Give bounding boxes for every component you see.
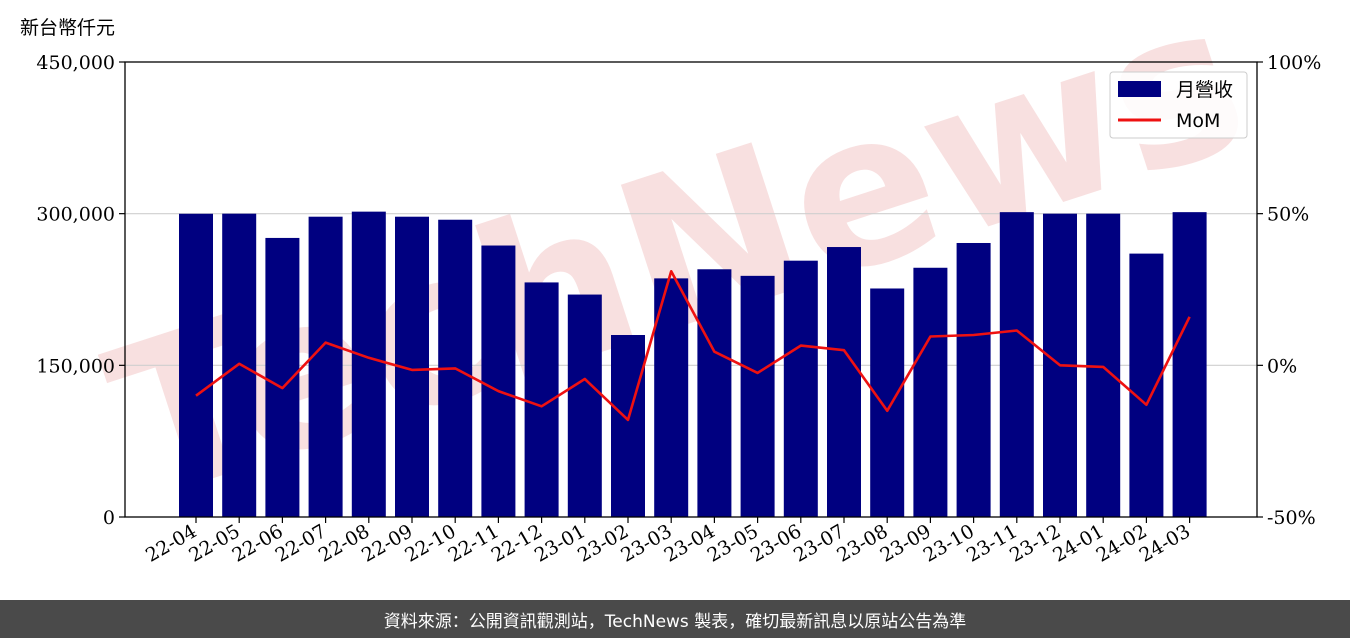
bar-23-06 [783,260,818,517]
left-tick-label: 0 [103,507,115,529]
bar-23-07 [827,247,861,518]
bar-series [179,211,1207,518]
bar-22-06 [265,237,300,517]
bar-23-09 [913,267,948,517]
legend: 月營收 MoM [1109,71,1248,139]
bar-23-01 [567,294,602,517]
legend-swatch-bar [1118,81,1161,97]
left-tick-label: 150,000 [36,355,115,377]
bar-22-11 [481,245,516,517]
bar-23-05 [740,275,775,517]
mom-line [195,269,1191,422]
x-axis: 22-0422-0522-0622-0722-0822-0922-1022-11… [142,517,1194,567]
bar-22-08 [351,211,386,517]
right-tick-label: 100% [1267,52,1321,74]
bar-22-07 [308,216,343,517]
bar-23-08 [870,288,905,517]
left-tick-label: 300,000 [36,204,115,226]
left-axis: 0 150,000 300,000 450,000 [36,52,125,529]
right-tick-label: 50% [1267,204,1309,226]
legend-label-revenue: 月營收 [1176,79,1233,101]
bar-23-10 [956,242,991,517]
footer-text: 資料來源：公開資訊觀測站，TechNews 製表，確切最新訊息以原站公告為準 [383,611,967,632]
bar-22-04 [179,213,213,518]
y-unit-label: 新台幣仟元 [20,17,115,39]
bar-23-02 [611,335,645,517]
right-tick-label: 0% [1267,355,1297,377]
bar-23-11 [999,212,1034,517]
bar-23-04 [697,269,732,517]
left-tick-label: 450,000 [36,52,115,74]
bar-24-02 [1129,253,1164,517]
right-axis: -50% 0% 50% 100% [1257,52,1321,529]
plot-frame [124,61,1258,518]
footer-source-note: 資料來源：公開資訊觀測站，TechNews 製表，確切最新訊息以原站公告為準 [0,600,1350,638]
bar-24-03 [1172,212,1207,517]
bar-23-03 [654,278,689,517]
legend-label-mom: MoM [1176,110,1220,132]
mom-line-series [195,269,1191,422]
right-tick-label: -50% [1267,507,1316,529]
x-tick-label: 24-03 [1136,520,1194,566]
